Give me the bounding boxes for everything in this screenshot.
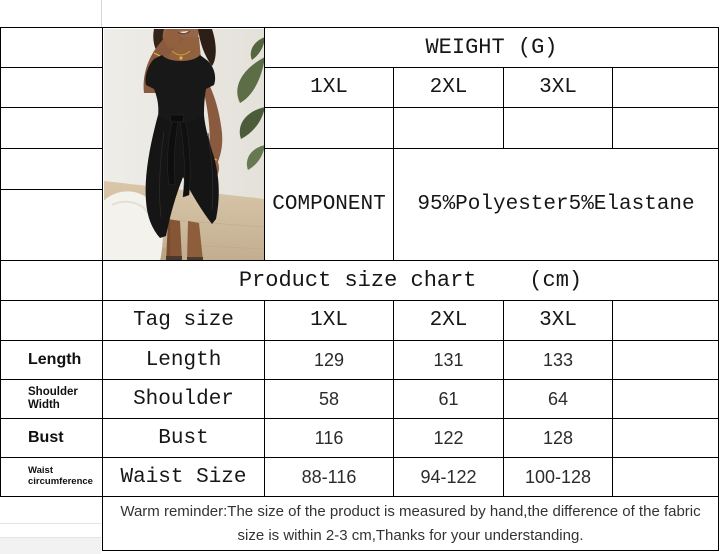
weight-size-2xl-text: 2XL (429, 76, 468, 99)
empty-cell (0, 107, 103, 149)
empty-cell (0, 189, 103, 261)
empty-cell (612, 457, 719, 497)
sidebar-label-shoulder-width: Shoulder Width (0, 379, 103, 419)
tag-size-2xl-text: 2XL (429, 309, 468, 332)
empty-cell (612, 107, 719, 149)
row-shoulder-label-text: Shoulder (133, 387, 234, 411)
row-length-3xl: 133 (503, 340, 613, 380)
row-length-3xl-value: 133 (542, 349, 574, 370)
empty-cell (264, 107, 394, 149)
empty-cell (612, 340, 719, 380)
empty-cell (612, 67, 719, 108)
row-waist-label-text: Waist Size (120, 465, 247, 489)
weight-size-1xl-text: 1XL (310, 76, 348, 99)
empty-cell (0, 300, 103, 341)
sidebar-label-length-text: Length (28, 350, 82, 368)
size-chart-title-text: Product size chart (cm) (238, 268, 583, 293)
warm-reminder-line1: Warm reminder:The size of the product is… (120, 503, 701, 521)
sidebar-label-length: Length (0, 340, 103, 380)
row-waist-2xl: 94-122 (393, 457, 504, 497)
row-bust-2xl: 122 (393, 418, 504, 458)
tag-size-label-cell: Tag size (102, 300, 265, 341)
row-length-label: Length (102, 340, 265, 380)
weight-size-3xl: 3XL (503, 67, 613, 108)
product-photo-cell (102, 27, 265, 261)
component-label-text: COMPONENT (272, 193, 386, 216)
sidebar-label-waist-circumference: Waist circumference (0, 457, 103, 497)
row-waist-1xl: 88-116 (264, 457, 394, 497)
empty-cell (0, 27, 103, 68)
tag-size-1xl-text: 1XL (310, 309, 348, 332)
row-waist-2xl-value: 94-122 (420, 466, 477, 487)
row-waist-label: Waist Size (102, 457, 265, 497)
row-bust-1xl: 116 (264, 418, 394, 458)
component-value-cell: 95%Polyester5%Elastane (393, 148, 719, 261)
product-photo (104, 29, 264, 260)
warm-reminder-line2: size is within 2-3 cm,Thanks for your un… (237, 526, 584, 544)
weight-header-cell: WEIGHT (G) (264, 27, 719, 68)
row-length-1xl-value: 129 (313, 349, 345, 370)
weight-size-3xl-text: 3XL (539, 76, 577, 99)
row-length-2xl-value: 131 (433, 349, 464, 370)
row-shoulder-label: Shoulder (102, 379, 265, 419)
empty-cell (0, 260, 103, 301)
row-shoulder-1xl-value: 58 (318, 388, 340, 409)
row-shoulder-1xl: 58 (264, 379, 394, 419)
tag-size-3xl: 3XL (503, 300, 613, 341)
row-waist-3xl-value: 100-128 (524, 466, 592, 487)
sidebar-label-shoulder-line1: Shoulder (28, 385, 78, 398)
row-length-label-text: Length (145, 348, 222, 372)
row-bust-label-text: Bust (158, 426, 209, 450)
empty-cell (393, 107, 504, 149)
row-shoulder-3xl-value: 64 (547, 388, 569, 409)
gridline-bottom-2 (0, 537, 101, 538)
row-length-2xl: 131 (393, 340, 504, 380)
component-label-cell: COMPONENT (264, 148, 394, 261)
tag-size-2xl: 2XL (393, 300, 504, 341)
sidebar-label-bust: Bust (0, 418, 103, 458)
gridline-bottom-1 (0, 523, 101, 524)
row-shoulder-3xl: 64 (503, 379, 613, 419)
empty-cell (612, 379, 719, 419)
sidebar-label-bust-text: Bust (28, 428, 64, 446)
weight-size-2xl: 2XL (393, 67, 504, 108)
sidebar-label-shoulder-line2: Width (28, 399, 60, 411)
row-waist-3xl: 100-128 (503, 457, 613, 497)
empty-cell (0, 148, 103, 190)
tag-size-3xl-text: 3XL (539, 309, 577, 332)
weight-size-1xl: 1XL (264, 67, 394, 108)
row-waist-1xl-value: 88-116 (301, 466, 357, 487)
row-bust-1xl-value: 116 (314, 427, 344, 448)
bottom-left-shading (0, 538, 101, 554)
empty-cell (503, 107, 613, 149)
empty-cell (612, 300, 719, 341)
row-length-1xl: 129 (264, 340, 394, 380)
tag-size-1xl: 1XL (264, 300, 394, 341)
row-bust-2xl-value: 122 (433, 427, 464, 448)
component-value-text: 95%Polyester5%Elastane (417, 193, 695, 216)
warm-reminder-cell: Warm reminder:The size of the product is… (102, 496, 719, 551)
size-chart-title-cell: Product size chart (cm) (102, 260, 719, 301)
empty-cell (0, 67, 103, 108)
sidebar-label-waist-line2: circumference (28, 476, 93, 487)
gridline-top (101, 0, 102, 27)
tag-size-label-text: Tag size (133, 309, 234, 332)
row-shoulder-2xl-value: 61 (438, 388, 459, 409)
empty-cell (612, 418, 719, 458)
row-bust-3xl: 128 (503, 418, 613, 458)
row-shoulder-2xl: 61 (393, 379, 504, 419)
row-bust-label: Bust (102, 418, 265, 458)
weight-header-text: WEIGHT (G) (425, 35, 558, 60)
sidebar-label-waist-line1: Waist (28, 465, 53, 477)
row-bust-3xl-value: 128 (542, 427, 574, 448)
